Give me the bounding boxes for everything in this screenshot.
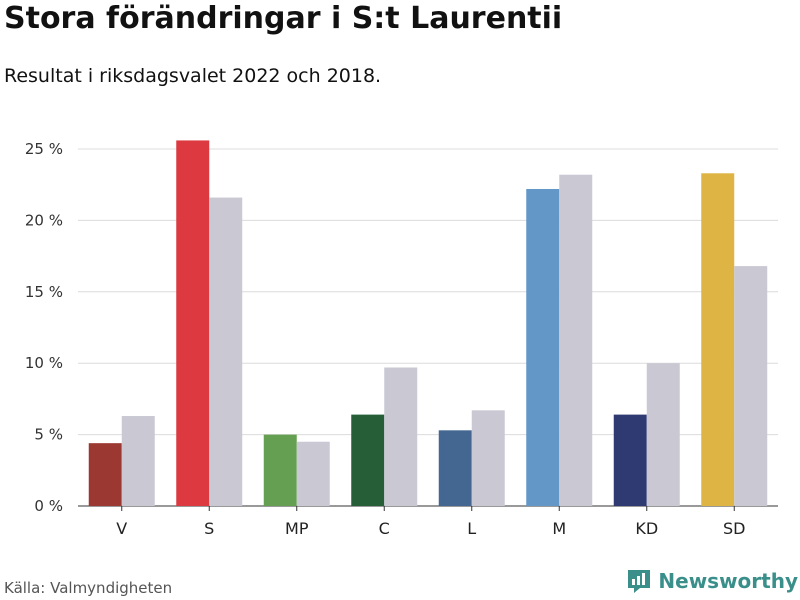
- y-tick-label: 15 %: [25, 283, 63, 301]
- bar-2022: [88, 443, 122, 506]
- x-tick-label: C: [379, 519, 390, 538]
- brand-name: Newsworthy: [658, 569, 798, 593]
- y-tick-label: 5 %: [34, 426, 63, 444]
- x-tick-label: S: [204, 519, 214, 538]
- bar-2018: [734, 266, 768, 506]
- bar-2022: [701, 173, 735, 506]
- y-tick-label: 10 %: [25, 354, 63, 372]
- bar-2022: [613, 414, 647, 506]
- y-tick-label: 25 %: [25, 140, 63, 158]
- bar-2018: [646, 363, 680, 506]
- bar-2018: [471, 410, 505, 506]
- source-note: Källa: Valmyndigheten: [4, 579, 173, 597]
- x-tick-label: V: [116, 519, 127, 538]
- x-tick-label: L: [467, 519, 476, 538]
- bar-2022: [526, 188, 560, 506]
- x-tick-label: KD: [635, 519, 658, 538]
- x-tick-label: MP: [285, 519, 309, 538]
- bar-chart: 0 % 5 % 10 % 15 % 20 % 25 % V S MP C L M KD SD: [25, 140, 778, 538]
- chart-subtitle: Resultat i riksdagsvalet 2022 och 2018.: [4, 65, 382, 87]
- bar-2018: [384, 367, 418, 506]
- y-tick-label: 20 %: [25, 211, 63, 229]
- bar-2022: [176, 140, 210, 506]
- bar-2018: [559, 174, 593, 507]
- y-tick-label: 0 %: [34, 497, 63, 515]
- bar-2018: [121, 416, 155, 506]
- bar-2022: [438, 430, 472, 506]
- x-tick-label: M: [552, 519, 566, 538]
- bar-2022: [263, 434, 297, 506]
- bar-2018: [296, 441, 330, 506]
- bar-2022: [351, 414, 385, 506]
- newsworthy-logo-icon: [628, 570, 651, 593]
- x-tick-label: SD: [723, 519, 745, 538]
- bar-2018: [209, 197, 243, 506]
- chart-title: Stora förändringar i S:t Laurentii: [4, 1, 563, 36]
- brand-logo: Newsworthy: [626, 568, 798, 594]
